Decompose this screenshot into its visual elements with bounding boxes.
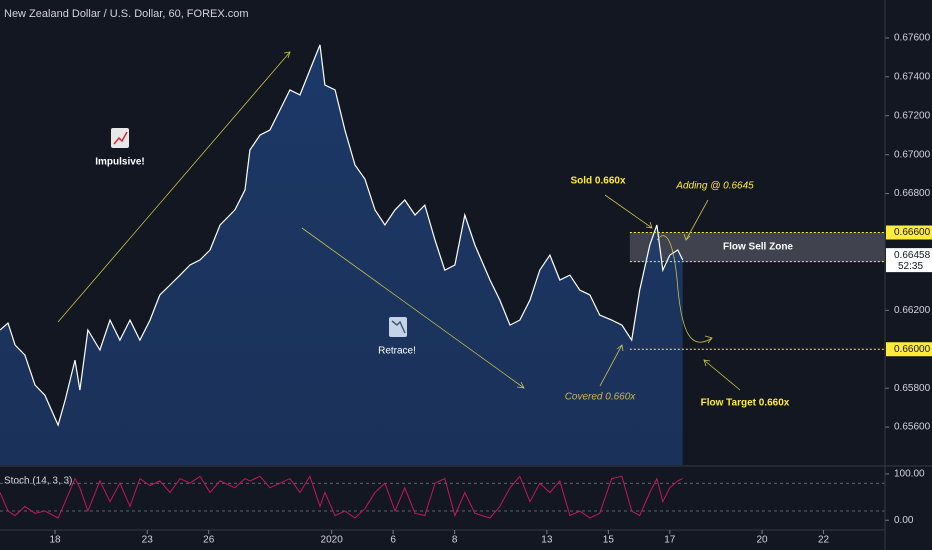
- x-tick-label: 6: [390, 535, 396, 546]
- stoch-title: Stoch (14, 3, 3): [4, 476, 72, 487]
- x-tick-label: 17: [664, 535, 676, 546]
- x-tick-label: 15: [603, 535, 615, 546]
- level-label: 0.66600: [894, 227, 931, 238]
- annotation: Flow Target 0.660x: [701, 398, 790, 409]
- x-tick-label: 8: [452, 535, 458, 546]
- annotation: Impulsive!: [95, 157, 144, 168]
- x-tick-label: 26: [203, 535, 215, 546]
- zone-label: Flow Sell Zone: [723, 242, 793, 253]
- y-tick-label: 0.65600: [894, 422, 931, 433]
- y-tick-label: 0.67200: [894, 110, 931, 121]
- x-tick-label: 18: [49, 535, 61, 546]
- y-tick-label: 0.65800: [894, 383, 931, 394]
- last-price-tag: [886, 248, 932, 273]
- y-tick-label: 0.67600: [894, 33, 931, 44]
- x-tick-label: 22: [818, 535, 830, 546]
- level-tag: [886, 225, 932, 240]
- countdown: 52:35: [898, 261, 923, 272]
- last-price-label: 0.66458: [894, 250, 931, 261]
- level-tag: [886, 342, 932, 357]
- annotation: Covered 0.660x: [565, 392, 637, 403]
- annotation-arrows: [57, 51, 741, 391]
- y-tick-label: 0.00: [894, 515, 914, 526]
- main-pane: Flow Sell Zone 0.67600 0.67400 0.67200 0.670…: [0, 33, 932, 466]
- x-tick-label: 13: [541, 535, 553, 546]
- x-tick-label: 20: [756, 535, 768, 546]
- stoch-line: [0, 475, 683, 519]
- level-label: 0.66000: [894, 344, 931, 355]
- price-area: [0, 44, 683, 466]
- annotation-icons: [111, 128, 407, 337]
- chart-title: New Zealand Dollar / U.S. Dollar, 60, FO…: [4, 8, 249, 20]
- price-line: [0, 44, 684, 427]
- annotation: Retrace!: [378, 346, 416, 357]
- y-tick-label: 0.66200: [894, 305, 931, 316]
- x-tick-label: 2020: [321, 535, 344, 546]
- annotation: Sold 0.660x: [570, 176, 625, 187]
- y-tick-label: 0.67000: [894, 149, 931, 160]
- x-tick-label: 23: [142, 535, 154, 546]
- stoch-pane: 100.00 0.00: [0, 469, 925, 526]
- y-tick-label: 100.00: [894, 469, 925, 480]
- annotation: Adding @ 0.6645: [675, 181, 754, 192]
- y-tick-label: 0.67400: [894, 71, 931, 82]
- y-tick-label: 0.66800: [894, 188, 931, 199]
